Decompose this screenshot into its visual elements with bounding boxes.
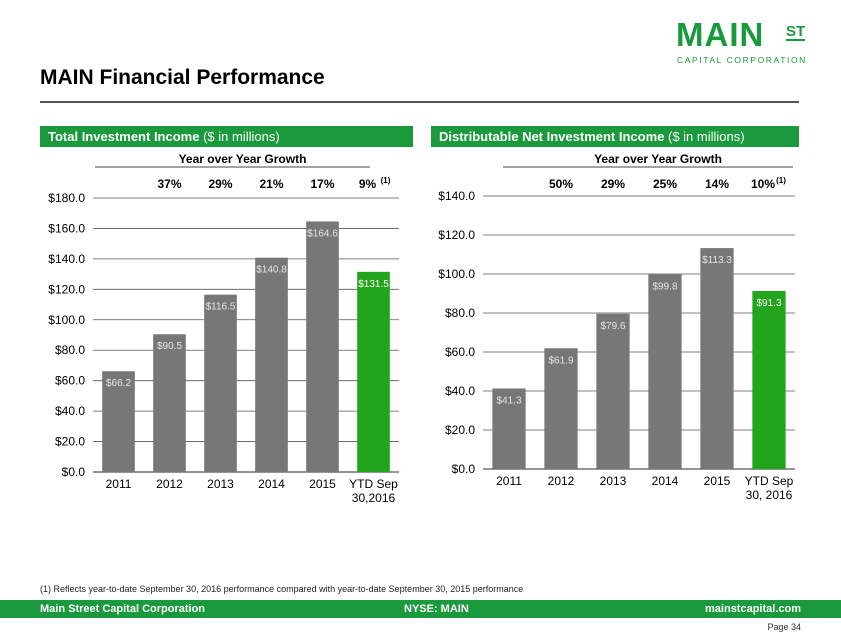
bar-tii-2 [204,294,237,472]
x-tick-label: 2015 [704,474,731,488]
x-tick-label: YTD Sep [349,477,398,491]
y-tick-label: $60.0 [445,345,475,359]
growth-footnote-marker: (1) [381,176,391,185]
bar-tii-1 [153,334,186,472]
x-tick-label: 2012 [156,477,183,491]
panel-header-bold: Total Investment Income [48,129,200,144]
growth-title: Year over Year Growth [594,152,722,166]
panel-header-unit: ($ in millions) [664,129,745,144]
growth-value: 50% [549,177,573,191]
growth-footnote-marker: (1) [776,176,786,185]
y-tick-label: $0.0 [62,465,86,479]
logo-subtitle: CAPITAL CORPORATION [677,55,807,65]
bar-dnii-0 [492,388,526,469]
growth-value: 29% [208,177,232,191]
data-label: $164.6 [307,228,338,239]
bar-dnii-1 [544,348,578,469]
footnote: (1) Reflects year-to-date September 30, … [40,584,524,594]
growth-title: Year over Year Growth [179,152,307,166]
company-logo: MAIN ST CAPITAL CORPORATION [676,18,816,66]
growth-value: 25% [653,177,677,191]
y-tick-label: $20.0 [55,435,85,449]
growth-value: 29% [601,177,625,191]
x-tick-label: 2011 [496,474,522,488]
growth-value: 14% [705,177,729,191]
bar-tii-5 [357,271,390,472]
data-label: $140.8 [256,265,287,276]
y-tick-label: $40.0 [445,384,475,398]
y-tick-label: $100.0 [48,313,85,327]
y-tick-label: $180.0 [48,191,85,205]
footer-website-link[interactable]: mainstcapital.com [705,603,801,615]
x-tick-label: 2013 [600,474,627,488]
logo-st-text: ST [786,23,806,41]
y-tick-label: $140.0 [438,189,475,203]
x-tick-label: YTD Sep [745,474,794,488]
data-label: $90.5 [157,341,182,352]
data-label: $61.9 [548,355,573,366]
x-tick-label: 2012 [548,474,575,488]
data-label: $99.8 [652,281,677,292]
y-tick-label: $120.0 [438,228,475,242]
bar-dnii-4 [700,248,734,469]
growth-value: 9% [359,177,377,191]
bar-dnii-2 [596,313,630,469]
x-tick-label: 2014 [258,477,285,491]
data-label: $79.6 [600,321,625,332]
y-tick-label: $140.0 [48,252,85,266]
footer-company-name: Main Street Capital Corporation [40,603,206,615]
footer-bar: Main Street Capital Corporation NYSE: MA… [0,600,841,618]
data-label: $91.3 [756,298,781,309]
x-tick-label: 2014 [652,474,679,488]
x-tick-label: 2013 [207,477,234,491]
x-tick-label: 30,2016 [352,491,396,505]
y-tick-label: $160.0 [48,221,85,235]
y-tick-label: $120.0 [48,282,85,296]
panel-header-total-investment-income: Total Investment Income ($ in millions) [40,126,413,147]
x-tick-label: 2011 [106,477,132,491]
data-label: $113.3 [702,255,732,266]
growth-value: 10% [751,177,775,191]
bar-tii-0 [102,371,135,472]
page-number: Page 34 [767,622,801,632]
logo-main-text: MAIN [676,16,765,53]
y-tick-label: $100.0 [438,267,475,281]
y-tick-label: $60.0 [55,374,85,388]
x-tick-label: 2015 [309,477,336,491]
y-tick-label: $20.0 [445,423,475,437]
charts-canvas: $0.0 $20.0 $40.0 $60.0 $80.0 $100.0 $120.0 $140… [48,152,795,505]
y-tick-label: $0.0 [452,462,476,476]
x-tick-label: 30, 2016 [746,488,793,502]
data-label: $131.5 [358,279,389,290]
bar-tii-4 [306,221,339,472]
title-divider [40,101,799,103]
growth-value: 17% [310,177,334,191]
bar-dnii-3 [648,274,682,469]
growth-value: 37% [157,177,181,191]
page-title: MAIN Financial Performance [40,66,325,89]
growth-value: 21% [259,177,283,191]
y-tick-label: $80.0 [445,306,475,320]
y-tick-label: $40.0 [55,404,85,418]
panel-header-unit: ($ in millions) [199,129,280,144]
data-label: $66.2 [106,378,131,389]
data-label: $116.5 [206,302,236,313]
y-tick-label: $80.0 [55,343,85,357]
panel-header-bold: Distributable Net Investment Income [439,129,665,144]
panel-header-distributable-nii: Distributable Net Investment Income ($ i… [431,126,799,147]
data-label: $41.3 [496,395,521,406]
bar-dnii-5 [752,290,786,469]
footer-ticker: NYSE: MAIN [404,603,469,615]
bar-tii-3 [255,257,288,472]
